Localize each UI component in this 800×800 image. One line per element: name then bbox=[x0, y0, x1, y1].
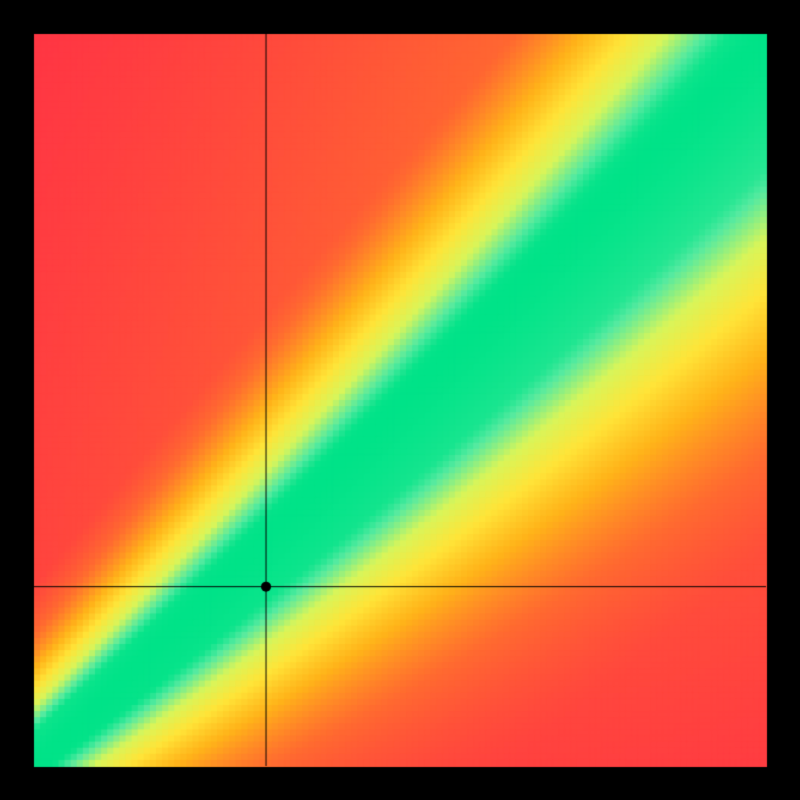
chart-container: TheBottleneck.com bbox=[0, 0, 800, 800]
bottleneck-heatmap bbox=[0, 0, 800, 800]
watermark-label: TheBottleneck.com bbox=[584, 4, 778, 30]
